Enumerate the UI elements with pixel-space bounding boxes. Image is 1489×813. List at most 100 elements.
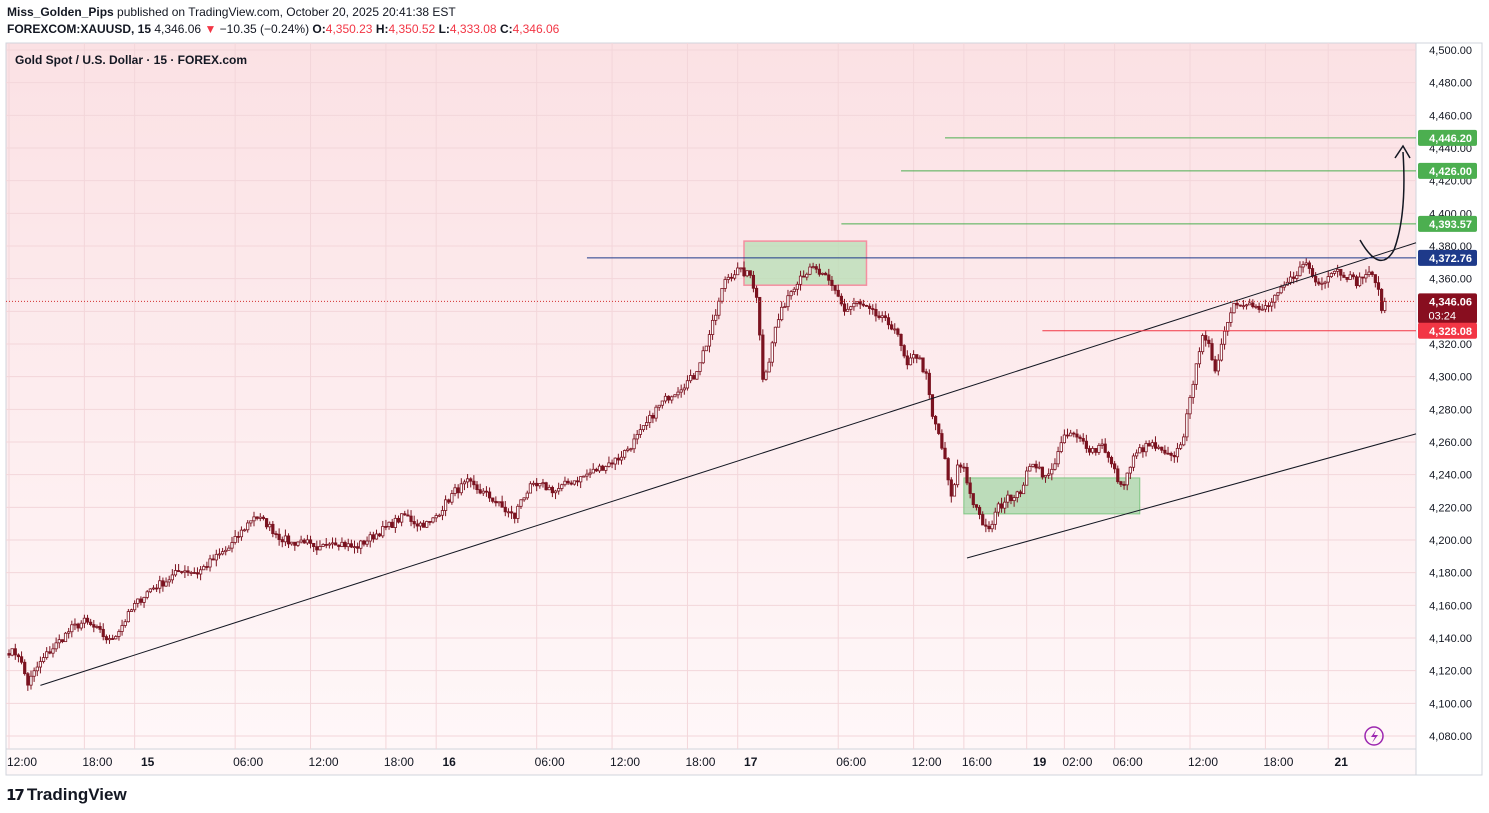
candle-body — [1270, 301, 1274, 307]
price-axis[interactable]: 4,080.00 4,100.00 4,120.00 4,140.00 4,160.00… — [1429, 45, 1472, 743]
candle-body — [286, 535, 291, 545]
candle-body — [76, 623, 80, 629]
candle-body — [41, 657, 46, 662]
candle-body — [447, 499, 451, 503]
time-axis[interactable]: 12:00 18:00 15 06:00 12:00 18:00 16 06:00 12:00 1… — [7, 755, 1348, 769]
candle-body — [836, 289, 840, 297]
candle-body — [456, 487, 460, 494]
candle-body — [290, 541, 294, 545]
candle-body — [1317, 281, 1321, 285]
candle-body — [575, 480, 580, 483]
candle-body — [924, 371, 928, 374]
candle-body — [1091, 448, 1095, 453]
candle-body — [396, 517, 401, 523]
price-badge — [1418, 249, 1477, 266]
candle-body — [890, 324, 894, 330]
candle-body — [123, 621, 127, 626]
time-tick-label: 12:00 — [1188, 755, 1218, 769]
candle-body — [1157, 446, 1161, 449]
candle-body — [214, 553, 218, 561]
candle-body — [814, 266, 818, 270]
candle-body — [1298, 266, 1302, 277]
candle-body — [1373, 274, 1377, 284]
candle-body — [541, 482, 545, 485]
candle-body — [89, 621, 93, 625]
candle-body — [1097, 445, 1101, 453]
candle-body — [202, 566, 206, 571]
candle-body — [1025, 470, 1029, 486]
candle-body — [968, 482, 972, 494]
candle-body — [1307, 262, 1311, 269]
candle-body — [535, 482, 539, 487]
candle-body — [23, 661, 27, 675]
candle-body — [1191, 383, 1195, 398]
candle-body — [1122, 484, 1126, 486]
candle-body — [1081, 438, 1085, 442]
time-tick-label: 06:00 — [1113, 755, 1143, 769]
price-tick-label: 4,240.00 — [1429, 470, 1472, 482]
candle-body — [92, 624, 96, 628]
candle-body — [1251, 302, 1255, 308]
candle-body — [1128, 466, 1132, 474]
candle-body — [582, 475, 586, 478]
candle-body — [337, 544, 341, 547]
candle-body — [378, 533, 382, 537]
candle-body — [915, 354, 919, 359]
candle-body — [704, 345, 708, 352]
candle-body — [139, 598, 143, 603]
candle-body — [236, 536, 240, 538]
candle-body — [148, 588, 152, 593]
price-badge-label: 4,393.57 — [1429, 219, 1472, 231]
candle-body — [1053, 463, 1057, 470]
candle-body — [528, 483, 533, 494]
candle-body — [255, 516, 259, 519]
price-tick-label: 4,460.00 — [1429, 110, 1472, 122]
candle-body — [635, 434, 639, 440]
candle-body — [999, 503, 1004, 509]
candle-body — [1113, 463, 1117, 470]
candle-body — [1213, 359, 1217, 372]
candle-body — [1056, 451, 1060, 465]
lightning-icon[interactable] — [1364, 726, 1384, 746]
tradingview-logo[interactable]: 𝟭𝟳 TradingView — [6, 785, 127, 805]
symbol-name: FOREXCOM:XAUUSD, 15 — [7, 22, 152, 36]
candle-body — [1238, 304, 1242, 307]
candle-body — [1226, 322, 1230, 332]
candle-body — [111, 638, 115, 640]
candle-body — [886, 317, 891, 326]
candle-body — [1339, 268, 1343, 276]
candle-body — [261, 516, 266, 519]
candle-body — [896, 328, 900, 335]
candle-body — [1100, 443, 1104, 446]
price-tick-label: 4,180.00 — [1429, 568, 1472, 580]
candle-body — [902, 345, 906, 357]
candle-body — [208, 558, 212, 568]
candle-body — [95, 626, 99, 628]
countdown-label: 03:24 — [1428, 310, 1456, 322]
candle-body — [16, 654, 21, 658]
candle-body — [1351, 274, 1355, 278]
candle-body — [1310, 268, 1315, 277]
candle-body — [1354, 276, 1359, 287]
candle-body — [648, 414, 652, 423]
candle-body — [1304, 262, 1308, 265]
candle-body — [1219, 343, 1224, 361]
candle-body — [1072, 432, 1076, 435]
candle-body — [1047, 473, 1051, 476]
supply-zone — [743, 240, 868, 286]
author-name[interactable]: Miss_Golden_Pips — [7, 5, 114, 19]
candle-body — [305, 539, 309, 544]
candle-body — [472, 480, 476, 486]
candle-body — [211, 558, 215, 561]
candle-body — [1348, 274, 1352, 280]
candle-body — [13, 648, 17, 656]
candle-body — [899, 333, 903, 346]
publish-info: Miss_Golden_Pips published on TradingVie… — [7, 5, 456, 19]
candle-body — [817, 268, 821, 275]
candle-body — [802, 275, 806, 278]
candle-body — [54, 642, 58, 650]
candle-body — [770, 342, 774, 363]
time-tick-label: 06:00 — [836, 755, 866, 769]
candle-body — [1207, 339, 1211, 344]
